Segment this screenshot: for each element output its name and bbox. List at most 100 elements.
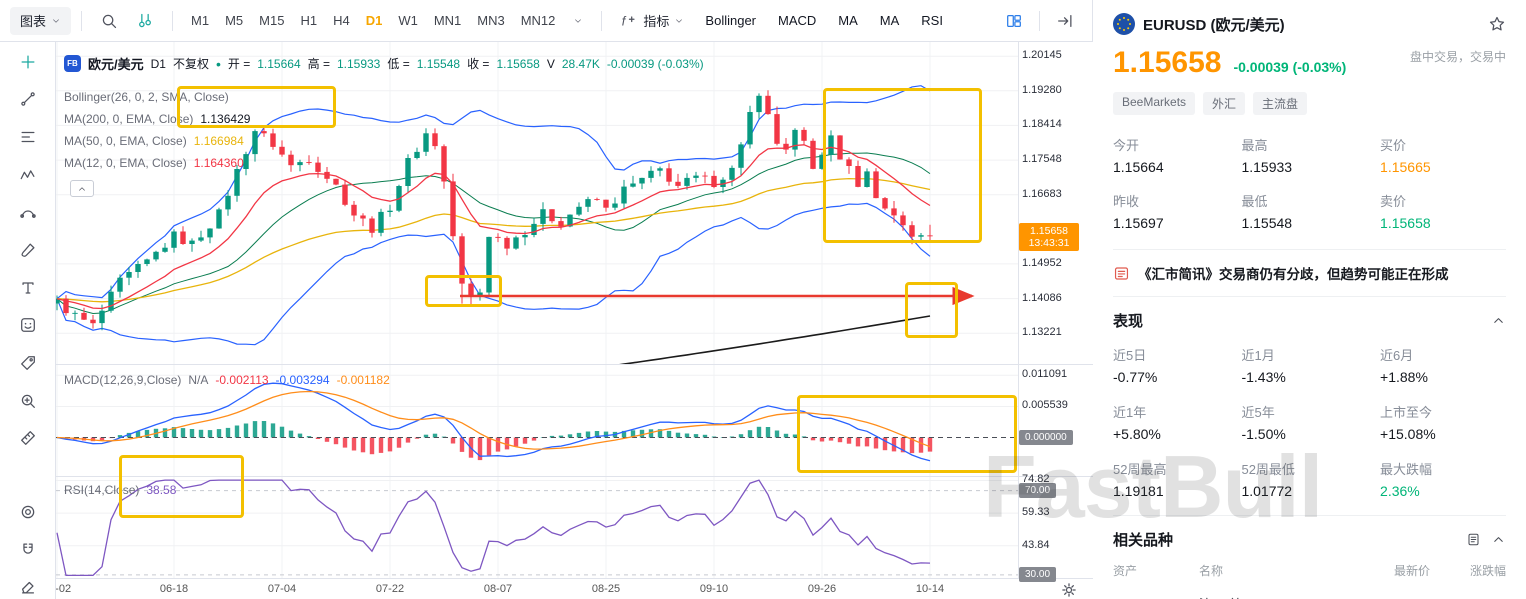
tool-fib-retracement-button[interactable] [11, 125, 45, 149]
tool-zoom-in-button[interactable] [11, 389, 45, 413]
annotation-rectangle-3[interactable] [823, 88, 982, 243]
indicator-shortcut-ma-2[interactable]: MA [827, 7, 869, 35]
annotation-rectangle-4[interactable] [905, 282, 958, 338]
tool-brush-button[interactable] [11, 238, 45, 262]
chart-type-menu[interactable]: 图表 [10, 6, 72, 35]
panel-toggle-button[interactable] [1048, 7, 1082, 35]
performance-stat: 近1年 +5.80% [1113, 405, 1161, 442]
related-section-header[interactable]: 相关品种 [1113, 529, 1506, 550]
performance-stat: 近6月 +1.88% [1380, 348, 1428, 385]
eraser-icon [19, 578, 37, 596]
tool-measure-button[interactable] [11, 426, 45, 450]
sidebar-header: EURUSD (欧元/美元) [1113, 10, 1506, 38]
compare-symbol-button[interactable] [128, 7, 162, 35]
toolbar-divider [601, 10, 603, 31]
macd-na: N/A [188, 373, 209, 387]
news-item[interactable]: 《汇市简讯》交易商仍有分歧，但趋势可能正在形成 [1113, 250, 1506, 297]
current-price-badge: 1.15658 13:43:31 [1019, 222, 1079, 251]
news-icon [1113, 265, 1130, 282]
tag-badge: 外汇 [1203, 92, 1246, 115]
text-icon [19, 279, 37, 297]
chevron-down-icon [573, 16, 583, 26]
performance-section-header[interactable]: 表现 [1113, 310, 1506, 331]
ma50-value: 1.166984 [193, 134, 244, 148]
tool-magnet-button[interactable] [11, 538, 45, 562]
timeframe-m1[interactable]: M1 [183, 7, 217, 35]
timeframe-m5[interactable]: M5 [217, 7, 251, 35]
timeframe-m15[interactable]: M15 [251, 7, 292, 35]
legend-bollinger[interactable]: Bollinger(26, 0, 2, SMA, Close) [64, 90, 229, 104]
price-axis-label: 1.16683 [1022, 187, 1062, 200]
performance-stat: 52周最高 1.19181 [1113, 462, 1167, 499]
timeframe-h1[interactable]: H1 [292, 7, 325, 35]
indicator-shortcut-ma-3[interactable]: MA [869, 7, 911, 35]
pane-collapse-button[interactable] [70, 180, 94, 197]
legend-ma12[interactable]: MA(12, 0, EMA, Close) 1.164360 [64, 156, 244, 170]
svg-text:f: f [622, 14, 627, 28]
tool-shapes-button[interactable] [11, 500, 45, 524]
indicator-shortcut-bollinger[interactable]: Bollinger [694, 7, 767, 35]
session-status: 盘中交易，交易中 [1409, 50, 1506, 64]
price-axis-label: 1.20145 [1022, 49, 1062, 62]
toolbar-divider [1039, 10, 1040, 31]
macd-hist-value: -0.002113 [215, 373, 269, 387]
magnet-icon [19, 541, 37, 559]
tool-curve-button[interactable] [11, 201, 45, 225]
related-column-header: 最新价 [1393, 564, 1430, 578]
favorite-star-button[interactable] [1488, 15, 1506, 33]
open-label: 开 = [227, 57, 251, 71]
fx-icon: f [620, 12, 638, 30]
macd-signal-value: -0.001182 [336, 373, 390, 387]
news-title: 《汇市简讯》交易商仍有分歧，但趋势可能正在形成 [1138, 267, 1449, 282]
annotation-rectangle-5[interactable] [797, 395, 1017, 473]
tool-crosshair-button[interactable] [11, 50, 45, 74]
price-chart-canvas[interactable] [56, 42, 1093, 599]
legend-macd[interactable]: MACD(12,26,9,Close) N/A -0.002113 -0.003… [64, 373, 390, 387]
provider-badge: FB [64, 55, 81, 72]
time-axis-settings[interactable] [1060, 581, 1078, 599]
tool-price-tag-button[interactable] [11, 351, 45, 375]
time-axis-label: 08-07 [483, 583, 513, 595]
star-icon [1488, 15, 1506, 33]
rsi-axis-label: 43.84 [1022, 538, 1050, 551]
tool-emoji-button[interactable] [11, 313, 45, 337]
performance-stat: 近1月 -1.43% [1241, 348, 1286, 385]
related-table: AUDUSD澳元/美元0.64652-0.75%EURAUD欧元/澳元1.788… [1113, 594, 1506, 599]
emoji-icon [19, 316, 37, 334]
time-axis-label: 09-26 [807, 583, 837, 595]
related-row-audusd[interactable]: AUDUSD澳元/美元0.64652-0.75% [1113, 594, 1506, 599]
time-axis-label: 07-04 [267, 583, 297, 595]
timeframe-h4[interactable]: H4 [325, 7, 358, 35]
chart-plot-area[interactable]: FB 欧元/美元 D1 不复权 • 开 = 1.15664 高 = 1.15933 … [56, 42, 1093, 599]
toolbar-divider [172, 10, 174, 31]
timeframe-more-button[interactable] [565, 7, 591, 35]
tool-elliott-wave-button[interactable] [11, 163, 45, 187]
macd-label: MACD(12,26,9,Close) [64, 373, 182, 387]
layout-template-button[interactable] [997, 7, 1031, 35]
timeframe-d1[interactable]: D1 [358, 7, 391, 35]
tool-text-button[interactable] [11, 276, 45, 300]
timeframe-w1[interactable]: W1 [390, 7, 426, 35]
quote-stat: 最高 1.15933 [1241, 138, 1293, 175]
timeframe-mn12[interactable]: MN12 [513, 7, 564, 35]
symbol-search-button[interactable] [92, 7, 126, 35]
price-axis-label: 1.19280 [1022, 83, 1062, 96]
indicators-menu-button[interactable]: f 指标 [612, 7, 692, 35]
rsi-band-badge: 70.00 [1019, 482, 1057, 498]
tool-eraser-button[interactable] [11, 575, 45, 599]
quote-stat: 今开 1.15664 [1113, 138, 1164, 175]
panel-toggle-icon [1056, 12, 1074, 30]
legend-ma200[interactable]: MA(200, 0, EMA, Close) 1.136429 [64, 112, 250, 126]
annotation-rectangle-2[interactable] [425, 275, 502, 307]
elliott-wave-icon [19, 166, 37, 184]
timeframe-mn1[interactable]: MN1 [426, 7, 469, 35]
tool-trend-line-button[interactable] [11, 88, 45, 112]
indicator-shortcut-macd[interactable]: MACD [767, 7, 827, 35]
timeframe-mn3[interactable]: MN3 [469, 7, 512, 35]
annotation-rectangle-1[interactable] [177, 86, 336, 128]
annotation-rectangle-6[interactable] [119, 455, 244, 518]
related-list-icon [1466, 532, 1481, 547]
indicator-shortcut-rsi[interactable]: RSI [910, 7, 954, 35]
legend-ma50[interactable]: MA(50, 0, EMA, Close) 1.166984 [64, 134, 244, 148]
